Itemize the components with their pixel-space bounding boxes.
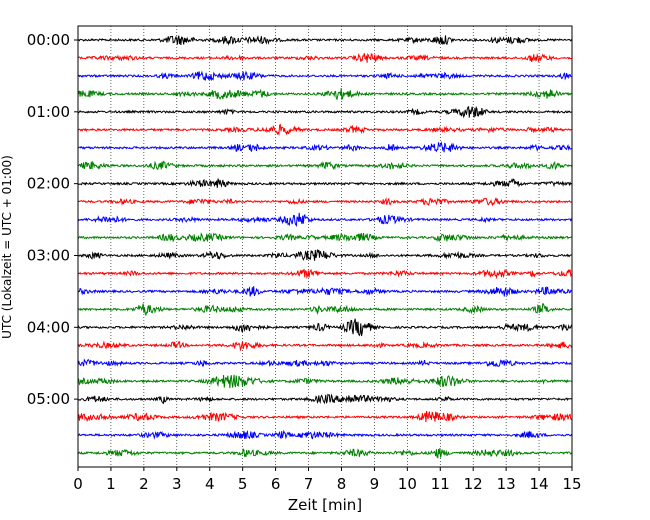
y-axis-ticks: 00:00 01:00 02:00 03:00 04:00 05:00 (27, 31, 78, 408)
x-tick-label: 4 (205, 475, 215, 493)
y-tick-label: 00:00 (27, 31, 70, 49)
y-tick-label: 04:00 (27, 318, 70, 336)
trace-line (77, 268, 572, 280)
y-tick-label: 02:00 (27, 175, 70, 193)
y-tick-label: 03:00 (27, 246, 70, 264)
x-tick-label: 6 (271, 475, 281, 493)
x-tick-label: 13 (497, 475, 516, 493)
trace-line (77, 393, 572, 405)
trace-line (77, 88, 572, 101)
x-tick-label: 12 (464, 475, 483, 493)
x-tick-label: 10 (398, 475, 417, 493)
x-axis-ticks: 0 1 2 3 4 5 6 7 8 9 10 11 12 13 14 15 (73, 467, 582, 493)
trace-line (77, 35, 572, 46)
trace-line (77, 212, 572, 227)
trace-line (77, 340, 572, 352)
trace-line (77, 123, 572, 136)
x-tick-label: 3 (172, 475, 182, 493)
trace-line (77, 448, 572, 459)
trace-line (77, 196, 572, 207)
trace-line (77, 318, 572, 337)
x-tick-label: 11 (431, 475, 450, 493)
x-tick-label: 15 (562, 475, 581, 493)
seismogram-traces (77, 35, 572, 459)
y-tick-label: 05:00 (27, 390, 70, 408)
trace-line (77, 303, 572, 317)
trace-line (77, 105, 572, 119)
trace-line (77, 410, 572, 423)
x-tick-label: 1 (106, 475, 116, 493)
y-tick-label: 01:00 (27, 103, 70, 121)
x-tick-label: 0 (73, 475, 83, 493)
plot-frame (77, 25, 573, 468)
trace-line (77, 70, 572, 82)
trace-line (77, 429, 572, 440)
x-tick-label: 14 (530, 475, 549, 493)
trace-line (77, 249, 572, 261)
x-tick-label: 8 (337, 475, 347, 493)
trace-line (77, 52, 572, 63)
trace-line (77, 374, 572, 389)
trace-line (77, 160, 572, 171)
y-axis-label: UTC (Lokalzeit = UTC + 01:00) (0, 155, 14, 339)
x-tick-label: 5 (238, 475, 248, 493)
trace-line (77, 177, 572, 188)
trace-line (77, 140, 572, 153)
x-axis-label: Zeit [min] (288, 496, 362, 514)
x-tick-label: 2 (139, 475, 149, 493)
x-tick-label: 9 (370, 475, 380, 493)
trace-line (77, 358, 572, 368)
trace-line (77, 286, 572, 297)
trace-line (77, 232, 572, 243)
x-tick-label: 7 (304, 475, 314, 493)
